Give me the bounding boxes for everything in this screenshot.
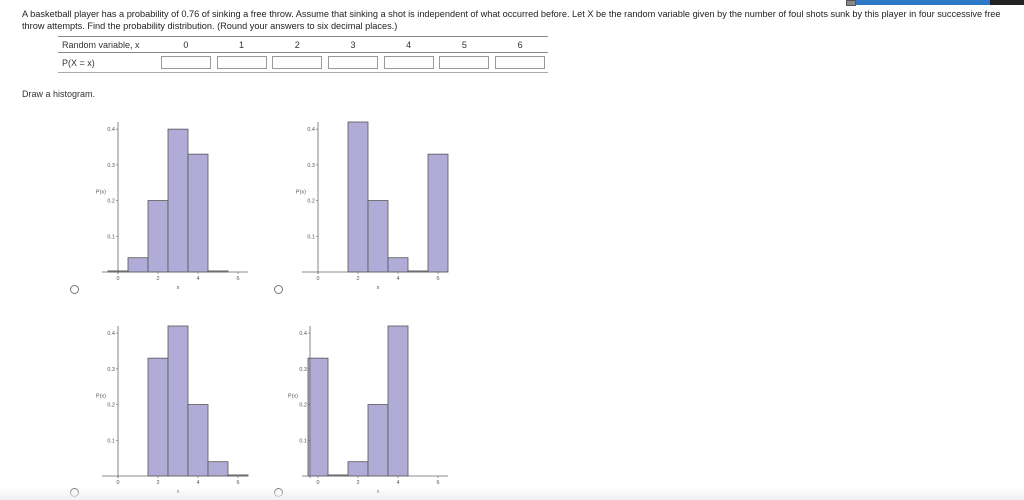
- histogram-bar: [347, 121, 369, 273]
- x-value-1: 1: [239, 39, 245, 50]
- x-tick-label: 2: [356, 480, 359, 486]
- x-tick-label: 0: [316, 276, 319, 282]
- y-axis-label: P(x): [96, 393, 106, 399]
- y-tick-label: 0.4: [107, 331, 115, 337]
- x-tick-label: 0: [116, 480, 119, 486]
- histogram-bar: [347, 461, 369, 477]
- histogram-option-a: 0.1 0.2 0.3 0.4 0 2 4 6 x P(x): [82, 118, 252, 291]
- x-value-6: 6: [517, 39, 523, 50]
- x-tick-label: 6: [236, 480, 239, 486]
- draw-histogram-label: Draw a histogram.: [22, 89, 96, 99]
- x-tick-label: 2: [356, 276, 359, 282]
- histogram-svg: 0.1 0.2 0.3 0.4 0 2 4 6 x P(x): [296, 121, 449, 291]
- x-tick-label: 4: [396, 480, 399, 486]
- answer-input-6[interactable]: [495, 56, 546, 69]
- histogram-bar: [367, 200, 389, 273]
- x-tick-label: 4: [196, 276, 199, 282]
- header-row: Random variable, x 0 1 2 3 4 5 6: [58, 36, 548, 53]
- y-tick-label: 0.2: [299, 403, 307, 409]
- histogram-bar: [367, 404, 389, 477]
- histogram-bar: [147, 357, 169, 477]
- x-tick-label: 6: [436, 480, 439, 486]
- answer-input-3[interactable]: [327, 56, 378, 69]
- y-axis-label: P(x): [296, 189, 306, 195]
- answer-input-5[interactable]: [439, 56, 490, 69]
- question-text: A basketball player has a probability of…: [22, 9, 1001, 31]
- header-label: Random variable, x: [62, 39, 140, 50]
- histogram-bar: [307, 357, 329, 477]
- histogram-svg: 0.1 0.2 0.3 0.4 0 2 4 6 x P(x): [96, 122, 248, 291]
- histogram-option-b: 0.1 0.2 0.3 0.4 0 2 4 6 x P(x): [282, 118, 452, 291]
- scrollbar-handle[interactable]: [846, 0, 856, 6]
- x-value-5: 5: [461, 39, 467, 50]
- y-tick-label: 0.2: [107, 199, 115, 205]
- y-tick-label: 0.3: [299, 367, 307, 373]
- radio-option-b[interactable]: [274, 285, 283, 294]
- histogram-bar: [167, 325, 189, 477]
- x-tick-label: 6: [436, 276, 439, 282]
- top-scrollbar[interactable]: [0, 0, 1024, 7]
- x-value-3: 3: [350, 39, 356, 50]
- y-tick-label: 0.3: [107, 367, 115, 373]
- x-tick-label: 0: [316, 480, 319, 486]
- scrollbar-track[interactable]: [848, 0, 1024, 5]
- histogram-bar: [147, 200, 169, 273]
- x-tick-label: 2: [156, 480, 159, 486]
- scrollbar-end: [990, 0, 1024, 5]
- answer-input-1[interactable]: [216, 56, 267, 69]
- y-tick-label: 0.1: [107, 438, 115, 444]
- y-tick-label: 0.4: [299, 331, 307, 337]
- x-value-4: 4: [406, 39, 412, 50]
- x-tick-label: 6: [236, 276, 239, 282]
- histogram-bar: [427, 153, 449, 273]
- probability-table: Random variable, x 0 1 2 3 4 5 6 P(X = x…: [58, 36, 548, 73]
- histogram-bar: [207, 461, 229, 477]
- row-label: P(X = x): [62, 57, 95, 68]
- y-axis-label: P(x): [288, 393, 298, 399]
- y-tick-label: 0.2: [107, 403, 115, 409]
- y-tick-label: 0.2: [307, 199, 315, 205]
- y-axis-label: P(x): [96, 189, 106, 195]
- probability-row: P(X = x): [58, 53, 548, 73]
- histogram-bar: [167, 128, 189, 273]
- x-axis-label: x: [377, 285, 380, 291]
- histogram-bar: [187, 153, 209, 273]
- histogram-bar: [387, 325, 409, 477]
- y-tick-label: 0.4: [307, 127, 315, 133]
- bottom-fade: [0, 488, 1024, 500]
- x-value-2: 2: [294, 39, 300, 50]
- answer-input-2[interactable]: [272, 56, 323, 69]
- histogram-bar: [387, 257, 409, 273]
- histogram-bar: [127, 257, 149, 273]
- y-tick-label: 0.1: [107, 234, 115, 240]
- radio-option-a[interactable]: [70, 285, 79, 294]
- y-tick-label: 0.1: [307, 234, 315, 240]
- answer-input-4[interactable]: [383, 56, 434, 69]
- y-tick-label: 0.4: [107, 127, 115, 133]
- y-tick-label: 0.3: [107, 163, 115, 169]
- x-tick-label: 0: [116, 276, 119, 282]
- histogram-bar: [187, 404, 209, 477]
- x-tick-label: 2: [156, 276, 159, 282]
- y-tick-label: 0.3: [307, 163, 315, 169]
- answer-input-0[interactable]: [160, 56, 211, 69]
- y-tick-label: 0.1: [299, 438, 307, 444]
- x-tick-label: 4: [196, 480, 199, 486]
- x-tick-label: 4: [396, 276, 399, 282]
- x-axis-label: x: [177, 285, 180, 291]
- x-value-0: 0: [183, 39, 189, 50]
